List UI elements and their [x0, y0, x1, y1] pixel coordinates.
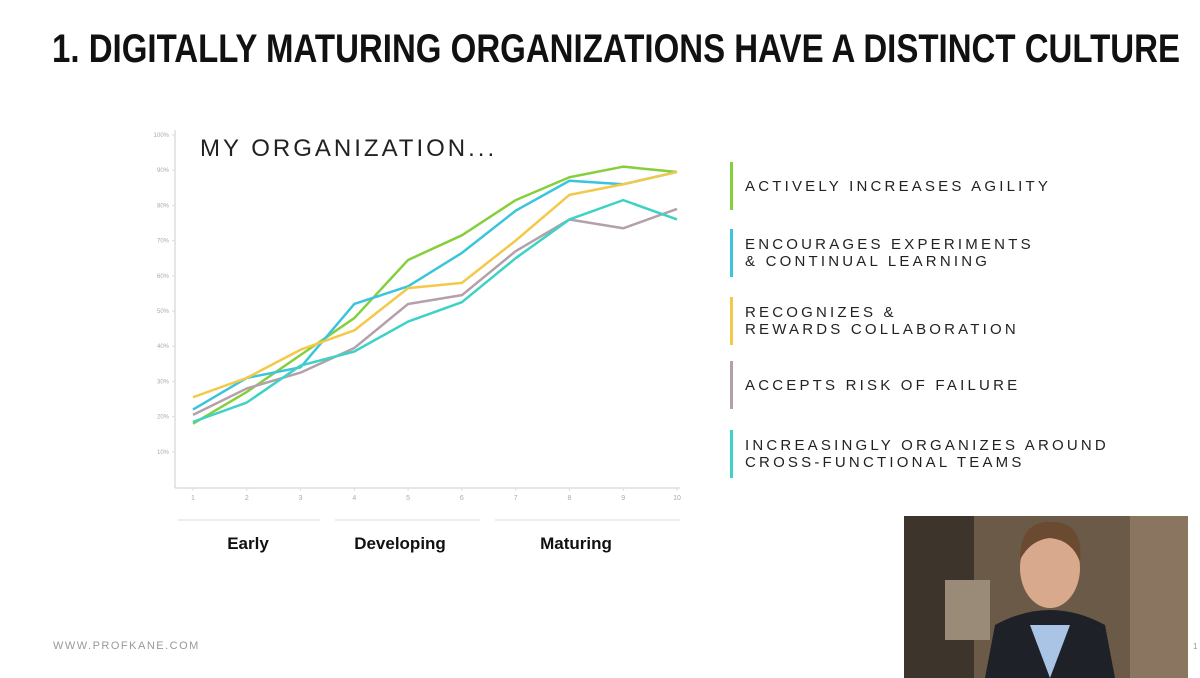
x-tick-label: 8	[567, 495, 571, 502]
y-tick-label: 90%	[157, 168, 170, 174]
series-line	[192, 207, 678, 416]
webcam	[904, 516, 1188, 678]
legend-item: ACCEPTS RISK OF FAILURE	[730, 361, 1020, 409]
y-tick-label: 40%	[157, 344, 170, 350]
y-tick-label: 50%	[157, 309, 170, 315]
x-tick-label: 4	[352, 495, 356, 502]
series-line	[192, 170, 678, 399]
y-tick-label: 20%	[157, 415, 170, 421]
legend-label: ENCOURAGES EXPERIMENTS & CONTINUAL LEARN…	[745, 236, 1034, 270]
x-group-label: Early	[227, 534, 269, 553]
x-tick-label: 7	[514, 495, 518, 502]
legend-item: RECOGNIZES & REWARDS COLLABORATION	[730, 297, 1019, 345]
page-number: 1	[1193, 642, 1198, 651]
legend-label: ACTIVELY INCREASES AGILITY	[745, 177, 1052, 195]
chart-title: MY ORGANIZATION...	[200, 135, 497, 162]
x-tick-label: 10	[673, 495, 681, 502]
legend-label: INCREASINGLY ORGANIZES AROUND CROSS-FUNC…	[745, 437, 1109, 471]
legend-label: ACCEPTS RISK OF FAILURE	[745, 376, 1021, 394]
footer: WWW.PROFKANE.COM	[53, 640, 200, 652]
webcam-shirt	[1030, 625, 1070, 678]
x-tick-label: 3	[299, 495, 303, 502]
legend-item: ACTIVELY INCREASES AGILITY	[730, 162, 1051, 210]
x-group-label: Developing	[354, 534, 446, 553]
webcam-face	[1020, 528, 1080, 608]
y-tick-label: 70%	[157, 239, 170, 245]
webcam-hair	[1020, 521, 1081, 562]
x-tick-label: 5	[406, 495, 410, 502]
legend-item: INCREASINGLY ORGANIZES AROUND CROSS-FUNC…	[730, 430, 1109, 478]
x-tick-label: 6	[460, 495, 464, 502]
x-tick-label: 9	[621, 495, 625, 502]
slide-title: 1. DIGITALLY MATURING ORGANIZATIONS HAVE…	[52, 27, 1180, 71]
y-tick-label: 80%	[157, 203, 170, 209]
x-tick-label: 1	[191, 495, 195, 502]
series-line	[192, 170, 678, 411]
y-tick-label: 30%	[157, 379, 170, 385]
x-tick-label: 2	[245, 495, 249, 502]
legend-item: ENCOURAGES EXPERIMENTS & CONTINUAL LEARN…	[730, 229, 1034, 277]
y-tick-label: 100%	[154, 133, 170, 139]
series-line	[192, 198, 678, 424]
webcam-frame	[945, 580, 990, 640]
webcam-door	[1130, 516, 1188, 678]
series-line	[192, 165, 678, 425]
x-group-label: Maturing	[540, 534, 612, 553]
y-tick-label: 60%	[157, 274, 170, 280]
legend-label: RECOGNIZES & REWARDS COLLABORATION	[745, 304, 1019, 338]
y-tick-label: 10%	[157, 450, 170, 456]
